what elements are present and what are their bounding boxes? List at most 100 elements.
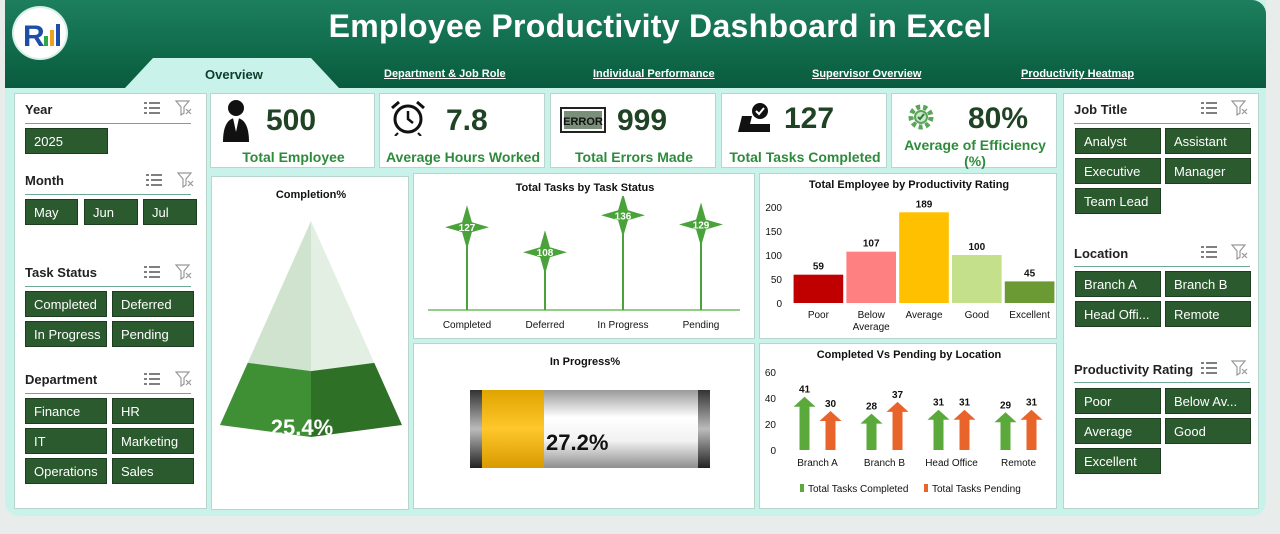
pyramid-fill-right <box>311 362 402 437</box>
star-marker-pending <box>679 202 723 247</box>
page-title: Employee Productivity Dashboard in Excel <box>328 8 992 44</box>
x-tick-poor: Poor <box>808 310 830 321</box>
in-progress-gauge <box>470 390 710 468</box>
slicer-item-manager[interactable]: Manager <box>1165 158 1251 184</box>
completed-label-remote: 29 <box>1000 400 1012 411</box>
multi-select-icon[interactable] <box>143 371 161 392</box>
employees-by-rating-plot: 05010015020059Poor107BelowAverage189Aver… <box>765 199 1055 333</box>
slicer-title-productivity-rating: Productivity Rating <box>1074 362 1194 377</box>
clear-filter-icon[interactable] <box>176 172 195 193</box>
slicer-divider <box>25 194 191 195</box>
slicer-item-month-may[interactable]: May <box>25 199 78 225</box>
slicer-item-branch-a[interactable]: Branch A <box>1075 271 1161 297</box>
x-tick-head-office: Head Office <box>925 458 978 469</box>
slicer-item-year-2025[interactable]: 2025 <box>25 128 108 154</box>
slicer-item-in-progress[interactable]: In Progress <box>25 321 107 347</box>
slicer-item-remote[interactable]: Remote <box>1165 301 1251 327</box>
pending-label-head-office: 31 <box>959 398 971 409</box>
kpi-value-average-efficiency: 80% <box>968 102 1029 135</box>
slicer-item-team-lead[interactable]: Team Lead <box>1075 188 1161 214</box>
tab-overview[interactable]: Overview <box>205 67 263 82</box>
pending-label-branch-a: 30 <box>825 399 837 410</box>
slicer-item-poor[interactable]: Poor <box>1075 388 1161 414</box>
gauge-cap-left <box>470 390 482 468</box>
slicer-item-sales[interactable]: Sales <box>112 458 194 484</box>
clear-filter-icon[interactable] <box>174 371 193 392</box>
slicer-item-good[interactable]: Good <box>1165 418 1251 444</box>
slicer-item-below-average[interactable]: Below Av... <box>1165 388 1251 414</box>
slicer-item-executive[interactable]: Executive <box>1075 158 1161 184</box>
left-slicer-panel: Year 2025 Month May Jun Jul Task Status … <box>14 93 207 509</box>
multi-select-icon[interactable] <box>1200 360 1218 381</box>
completed-vs-pending-chart: Completed Vs Pending by Location 0 20 40 60… <box>759 343 1057 509</box>
completed-arrow-remote <box>994 412 1017 450</box>
data-label-pending: 129 <box>693 221 710 232</box>
tab-bar: Overview Department & Job Role Individua… <box>5 58 1266 88</box>
slicer-title-year: Year <box>25 102 53 117</box>
tab-department-job-role[interactable]: Department & Job Role <box>384 68 506 80</box>
data-label-average: 189 <box>916 199 933 210</box>
slicer-item-month-jul[interactable]: Jul <box>143 199 197 225</box>
x-tick-pending: Pending <box>683 320 720 331</box>
completed-arrow-branch-a <box>793 396 816 450</box>
employees-by-rating-chart: Total Employee by Productivity Rating 0 5… <box>759 173 1057 339</box>
multi-select-icon[interactable] <box>145 172 163 193</box>
slicer-item-excellent[interactable]: Excellent <box>1075 448 1161 474</box>
multi-select-icon[interactable] <box>143 264 161 285</box>
efficiency-gear-icon <box>904 100 938 139</box>
bar-below-average <box>846 251 897 303</box>
tab-supervisor-overview[interactable]: Supervisor Overview <box>812 68 922 80</box>
completion-pyramid <box>220 221 402 437</box>
slicer-item-hr[interactable]: HR <box>112 398 194 424</box>
slicer-title-location: Location <box>1074 246 1129 261</box>
clear-filter-icon[interactable] <box>174 264 193 285</box>
tab-individual-performance[interactable]: Individual Performance <box>593 68 715 80</box>
company-logo: R <box>12 6 68 60</box>
legend-swatch-total-tasks-pending <box>924 484 928 492</box>
y-tick-50: 50 <box>771 275 783 286</box>
slicer-item-completed[interactable]: Completed <box>25 291 107 317</box>
slicer-item-average[interactable]: Average <box>1075 418 1161 444</box>
y-tick-0: 0 <box>770 446 776 457</box>
slicer-item-head-office[interactable]: Head Offi... <box>1075 301 1161 327</box>
x-tick-excellent: Excellent <box>1009 310 1050 321</box>
clear-filter-icon[interactable] <box>1230 360 1249 381</box>
completed-label-branch-b: 28 <box>866 402 878 413</box>
clear-filter-icon[interactable] <box>1230 244 1249 265</box>
clear-filter-icon[interactable] <box>174 100 193 121</box>
pending-arrow-branch-a <box>819 411 842 450</box>
tab-overview-background[interactable] <box>125 58 339 88</box>
slicer-item-month-jun[interactable]: Jun <box>84 199 138 225</box>
y-tick-20: 20 <box>765 420 777 431</box>
slicer-item-branch-b[interactable]: Branch B <box>1165 271 1251 297</box>
star-marker-deferred <box>523 230 567 275</box>
tab-productivity-heatmap[interactable]: Productivity Heatmap <box>1021 68 1135 80</box>
slicer-item-deferred[interactable]: Deferred <box>112 291 194 317</box>
multi-select-icon[interactable] <box>143 100 161 121</box>
x-tick-deferred: Deferred <box>526 320 565 331</box>
pending-label-remote: 31 <box>1026 398 1038 409</box>
multi-select-icon[interactable] <box>1200 244 1218 265</box>
tasks-by-status-plot: 127 Completed 108 Deferred 136 In Progress 129… <box>428 196 740 331</box>
slicer-item-marketing[interactable]: Marketing <box>112 428 194 454</box>
kpi-card-average-efficiency: 80% Average of Efficiency (%) <box>891 93 1057 169</box>
employees-by-rating-title: Total Employee by Productivity Rating <box>808 179 1010 191</box>
clear-filter-icon[interactable] <box>1230 100 1249 121</box>
slicer-item-operations[interactable]: Operations <box>25 458 107 484</box>
employee-icon <box>221 98 251 147</box>
star-marker-completed <box>445 205 489 250</box>
slicer-divider <box>1074 123 1250 124</box>
bar-average <box>899 212 949 303</box>
x-tick-completed: Completed <box>443 320 491 331</box>
slicer-item-it[interactable]: IT <box>25 428 107 454</box>
slicer-item-analyst[interactable]: Analyst <box>1075 128 1161 154</box>
kpi-value-total-errors: 999 <box>617 104 668 137</box>
kpi-card-total-tasks-completed: 127 Total Tasks Completed <box>721 93 887 168</box>
y-tick-40: 40 <box>765 394 777 405</box>
slicer-divider <box>25 123 191 124</box>
bar-poor <box>793 274 844 303</box>
multi-select-icon[interactable] <box>1200 100 1218 121</box>
slicer-item-assistant[interactable]: Assistant <box>1165 128 1251 154</box>
slicer-item-pending[interactable]: Pending <box>112 321 194 347</box>
slicer-item-finance[interactable]: Finance <box>25 398 107 424</box>
